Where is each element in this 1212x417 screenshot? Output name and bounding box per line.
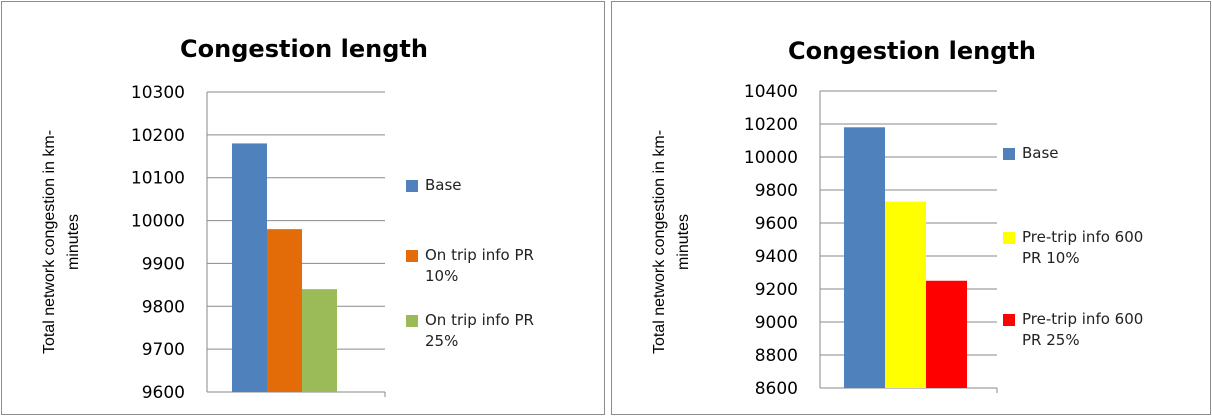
chart-title: Congestion length bbox=[788, 37, 1036, 65]
legend-label-line: PR 10% bbox=[1022, 249, 1080, 267]
legend-label-line: On trip info PR bbox=[425, 246, 534, 264]
bar-3 bbox=[926, 280, 967, 388]
legend-label-line: Pre-trip info 600 bbox=[1022, 310, 1143, 328]
y-axis-label-line: Total network congestion in km- bbox=[41, 130, 58, 354]
y-tick-label: 9600 bbox=[755, 214, 798, 234]
legend-label-line: Base bbox=[1022, 144, 1059, 162]
legend-label-line: Base bbox=[425, 176, 462, 194]
bar-chart-left: Congestion length 9600 9700 9800 9900 10000 10… bbox=[41, 35, 534, 403]
y-axis-label: Total network congestion in km-minutes bbox=[651, 130, 692, 354]
y-tick-label: 9800 bbox=[755, 181, 798, 201]
bar-1 bbox=[844, 127, 885, 389]
y-axis-label-line: Total network congestion in km- bbox=[651, 130, 668, 354]
legend-label-line: 25% bbox=[425, 332, 458, 350]
legend-label-line: 10% bbox=[425, 267, 458, 285]
y-tick-label: 9200 bbox=[755, 280, 798, 300]
y-tick-label: 10100 bbox=[131, 169, 185, 189]
y-tick-label: 9400 bbox=[755, 247, 798, 267]
legend-swatch-2 bbox=[406, 250, 418, 262]
chart-panel-right: Congestion length 8600 8800 9000 9200 9400 960… bbox=[611, 1, 1211, 415]
legend-label-3: On trip info PR 25% bbox=[425, 311, 534, 350]
legend-label-line: Pre-trip info 600 bbox=[1022, 228, 1143, 246]
y-axis-label-line: minutes bbox=[65, 214, 82, 270]
y-tick-label: 10000 bbox=[744, 148, 798, 168]
y-tick-label: 9600 bbox=[142, 383, 185, 403]
chart-title: Congestion length bbox=[180, 35, 428, 63]
legend-label-line: On trip info PR bbox=[425, 311, 534, 329]
legend-swatch-3 bbox=[406, 315, 418, 327]
legend-swatch-3 bbox=[1003, 314, 1015, 326]
legend-label-line: PR 25% bbox=[1022, 331, 1080, 349]
bar-3 bbox=[302, 289, 337, 392]
y-tick-label: 10300 bbox=[131, 83, 185, 103]
chart-panel-left: Congestion length 9600 9700 9800 9900 10000 10… bbox=[1, 1, 605, 415]
y-tick-label: 10400 bbox=[744, 82, 798, 102]
y-tick-label: 8600 bbox=[755, 379, 798, 399]
y-tick-label: 9800 bbox=[142, 297, 185, 317]
legend-label-2: On trip info PR 10% bbox=[425, 246, 534, 285]
bar-2 bbox=[885, 201, 926, 388]
y-tick-label: 10200 bbox=[131, 126, 185, 146]
legend-label-1: Base bbox=[425, 176, 462, 194]
y-tick-label: 9700 bbox=[142, 340, 185, 360]
y-tick-label: 9000 bbox=[755, 313, 798, 333]
y-tick-label: 10200 bbox=[744, 115, 798, 135]
legend-swatch-2 bbox=[1003, 232, 1015, 244]
y-tick-label: 10000 bbox=[131, 212, 185, 232]
bar-1 bbox=[232, 143, 267, 392]
legend-label-2: Pre-trip info 600 PR 10% bbox=[1022, 228, 1143, 267]
bar-chart-right: Congestion length 8600 8800 9000 9200 9400 960… bbox=[651, 37, 1143, 399]
y-axis-label-line: minutes bbox=[675, 214, 692, 270]
bar-2 bbox=[267, 229, 302, 392]
y-axis-label: Total network congestion in km-minutes bbox=[41, 130, 82, 354]
y-tick-label: 9900 bbox=[142, 254, 185, 274]
y-tick-label: 8800 bbox=[755, 346, 798, 366]
legend-label-3: Pre-trip info 600 PR 25% bbox=[1022, 310, 1143, 349]
legend-swatch-1 bbox=[406, 180, 418, 192]
legend-swatch-1 bbox=[1003, 148, 1015, 160]
legend-label-1: Base bbox=[1022, 144, 1059, 162]
